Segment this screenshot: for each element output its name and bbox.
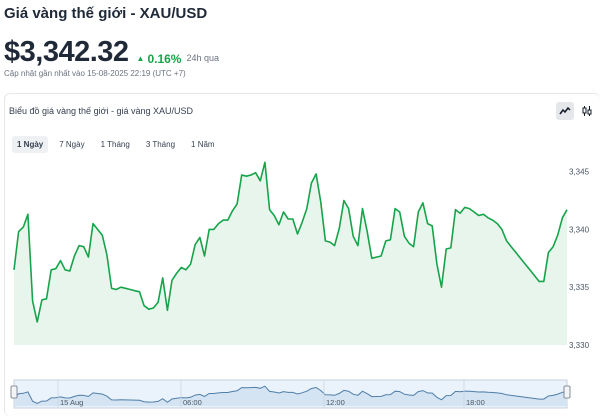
chart-title: Biểu đồ giá vàng thế giới - giá vàng XAU… <box>9 106 194 116</box>
price-row: $3,342.32 ▲ 0.16% 24h qua <box>4 36 219 69</box>
navigator-label: 15 Aug <box>60 398 83 407</box>
navigator-label: 06:00 <box>183 398 202 407</box>
y-tick-label: 3,335 <box>569 283 590 292</box>
navigator-area <box>14 386 567 406</box>
navigator-label: 12:00 <box>326 398 345 407</box>
y-tick-label: 3,330 <box>569 341 590 350</box>
page-title: Giá vàng thế giới - XAU/USD <box>4 5 208 22</box>
y-tick-label: 3,340 <box>569 225 590 234</box>
navigator-handle-right <box>563 385 571 399</box>
change-percent: 0.16% <box>147 51 182 66</box>
price-change: ▲ 0.16% <box>137 52 182 66</box>
line-chart-button[interactable] <box>556 102 574 120</box>
candlestick-chart-icon <box>582 106 592 116</box>
range-tabs: 1 Ngày 7 Ngày 1 Tháng 3 Tháng 1 Năm <box>12 136 220 153</box>
chart-type-toggle <box>556 102 596 120</box>
candlestick-chart-button[interactable] <box>578 102 596 120</box>
navigator-line <box>13 385 568 405</box>
navigator-label: 18:00 <box>466 398 485 407</box>
chart-card: Biểu đồ giá vàng thế giới - giá vàng XAU… <box>4 93 600 416</box>
triangle-up-icon: ▲ <box>136 54 145 63</box>
tab-7-days[interactable]: 7 Ngày <box>59 140 85 149</box>
tab-3-months[interactable]: 3 Tháng <box>145 140 176 149</box>
y-tick-label: 3,345 <box>569 168 590 177</box>
change-period: 24h qua <box>186 53 220 63</box>
navigator-handle-left <box>10 385 18 399</box>
price-line <box>13 161 568 323</box>
current-price: $3,342.32 <box>4 36 129 68</box>
line-chart-icon <box>559 106 571 115</box>
last-updated: Cập nhật gần nhất vào 15-08-2025 22:19 (… <box>4 69 186 78</box>
price-area <box>14 162 567 345</box>
tab-1-day[interactable]: 1 Ngày <box>12 136 49 153</box>
tab-1-year[interactable]: 1 Năm <box>191 140 215 149</box>
tab-1-month[interactable]: 1 Tháng <box>100 140 130 149</box>
